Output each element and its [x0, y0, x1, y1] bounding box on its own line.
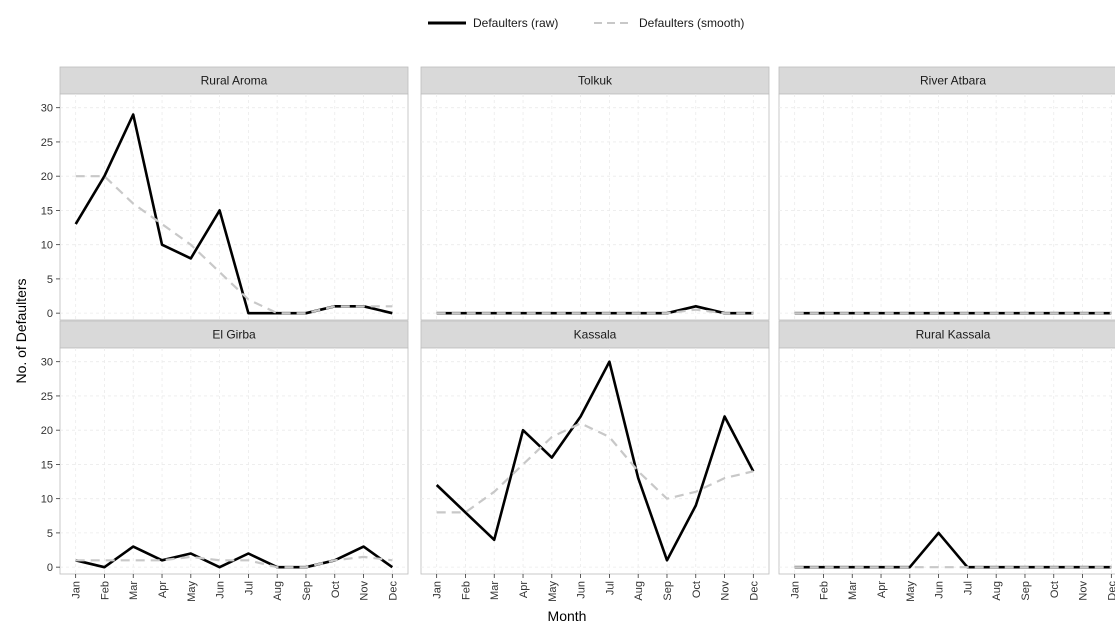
y-tick-label: 30	[41, 103, 53, 115]
x-tick-label: Oct	[1049, 581, 1061, 598]
y-tick-label: 15	[41, 459, 53, 471]
x-tick-label: Nov	[1078, 581, 1090, 601]
x-tick-label: May	[186, 581, 198, 602]
x-tick-label: Jul	[604, 581, 616, 595]
x-tick-label: Apr	[876, 581, 888, 598]
x-tick-label: Feb	[818, 581, 830, 600]
plot-area	[420, 93, 770, 321]
y-tick-label: 5	[47, 274, 53, 286]
legend-raw-label: Defaulters (raw)	[473, 16, 558, 30]
x-tick-label: May	[547, 581, 559, 602]
x-tick-label: Aug	[633, 581, 645, 601]
y-tick-label: 25	[41, 391, 53, 403]
x-tick-label: Apr	[518, 581, 530, 598]
plot-area	[59, 93, 409, 321]
strip-title: Rural Kassala	[916, 328, 991, 342]
x-tick-label: May	[905, 581, 917, 602]
strip-title: El Girba	[212, 328, 256, 342]
smooth-line-tolkuk	[436, 308, 754, 315]
x-tick-label: Dec	[387, 581, 399, 601]
plot-area	[420, 347, 770, 575]
x-tick-label: Dec	[748, 581, 760, 601]
plot-area	[778, 93, 1115, 321]
x-tick-label: Nov	[720, 581, 732, 601]
x-tick-label: Sep	[662, 581, 674, 601]
x-tick-label: Dec	[1106, 581, 1115, 601]
panel-tolkuk: Tolkuk	[420, 66, 770, 321]
y-tick-label: 0	[47, 308, 53, 320]
legend: Defaulters (raw) Defaulters (smooth)	[428, 16, 744, 30]
y-tick-label: 10	[41, 240, 53, 252]
panel-rural-aroma: Rural Aroma	[59, 66, 409, 321]
x-tick-label: Jan	[790, 581, 802, 599]
strip-el-girba	[59, 320, 409, 349]
x-tick-label: Aug	[272, 581, 284, 601]
x-tick-label: Feb	[460, 581, 472, 600]
x-tick-label: Sep	[1020, 581, 1032, 601]
panel-rural-kassala: Rural Kassala	[778, 320, 1115, 575]
plot-area	[778, 347, 1115, 575]
x-tick-label: Jul	[962, 581, 974, 595]
strip-rural-aroma	[59, 66, 409, 95]
strip-kassala	[420, 320, 770, 349]
x-tick-label: Jun	[934, 581, 946, 599]
raw-line-rural-aroma	[74, 113, 393, 315]
strip-title: Rural Aroma	[201, 74, 268, 88]
x-axes: Jan Feb Mar Apr May Jun Jul Aug Sep Oct Nov Dec Jan F…	[71, 574, 1115, 602]
panel-el-girba: El Girba	[59, 320, 409, 575]
x-tick-label: Jan	[432, 581, 444, 599]
strip-river-atbara	[778, 66, 1115, 95]
y-tick-label: 20	[41, 171, 53, 183]
x-tick-label: Jan	[71, 581, 83, 599]
legend-smooth-label: Defaulters (smooth)	[639, 16, 744, 30]
x-tick-label: Aug	[991, 581, 1003, 601]
strip-title: Tolkuk	[578, 74, 613, 88]
y-axes: 0 5 10 15 20 25 30 0 5 10 15 20 25 30	[41, 103, 60, 574]
x-tick-label: Mar	[128, 581, 140, 600]
gridlines	[779, 94, 1115, 320]
x-tick-label: Nov	[359, 581, 371, 601]
gridlines	[60, 348, 408, 574]
x-tick-label: Mar	[489, 581, 501, 600]
x-tick-label: Apr	[157, 581, 169, 598]
x-tick-label: Oct	[691, 581, 703, 598]
y-tick-label: 20	[41, 425, 53, 437]
x-tick-label: Mar	[847, 581, 859, 600]
y-tick-label: 10	[41, 494, 53, 506]
y-tick-label: 0	[47, 562, 53, 574]
y-tick-label: 5	[47, 528, 53, 540]
x-tick-label: Feb	[99, 581, 111, 600]
panel-river-atbara: River Atbara	[778, 66, 1115, 321]
smooth-line-el-girba	[75, 555, 393, 569]
x-tick-label: Jun	[215, 581, 227, 599]
gridlines	[60, 94, 408, 320]
y-axis-title: No. of Defaulters	[13, 278, 29, 383]
smooth-line-rural-aroma	[75, 175, 393, 315]
strip-tolkuk	[420, 66, 770, 95]
strip-title: Kassala	[574, 328, 617, 342]
strip-title: River Atbara	[920, 74, 986, 88]
plot-area	[59, 347, 409, 575]
raw-line-kassala	[435, 360, 755, 562]
panel-kassala: Kassala	[420, 320, 770, 575]
x-tick-label: Sep	[301, 581, 313, 601]
panels: Rural Aroma Tolkuk River Atbara El Girba Kas…	[59, 66, 1115, 575]
x-tick-label: Oct	[330, 581, 342, 598]
x-axis-title: Month	[548, 608, 587, 624]
x-tick-label: Jun	[576, 581, 588, 599]
y-tick-label: 25	[41, 137, 53, 149]
y-tick-label: 15	[41, 205, 53, 217]
x-tick-label: Jul	[243, 581, 255, 595]
y-tick-label: 30	[41, 357, 53, 369]
